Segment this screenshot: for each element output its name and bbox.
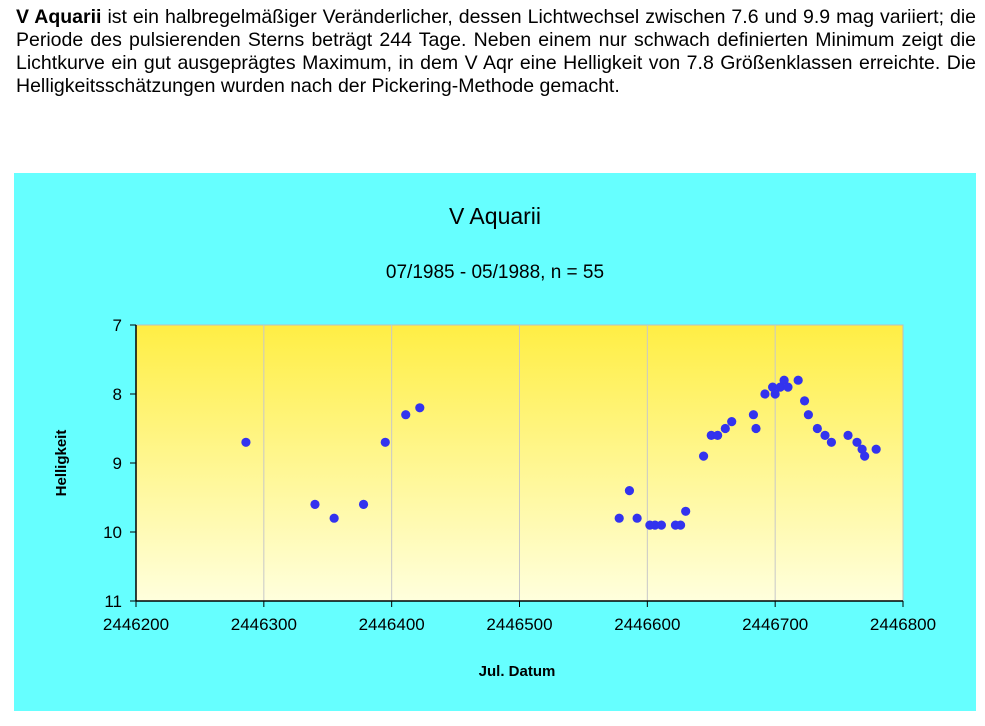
data-point	[650, 520, 660, 530]
light-curve-chart: V Aquarii 07/1985 - 05/1988, n = 55 2446…	[53, 203, 936, 680]
data-point	[820, 430, 830, 440]
chart-panel: V Aquarii 07/1985 - 05/1988, n = 55 2446…	[14, 173, 976, 711]
x-tick-label: 2446300	[231, 615, 297, 634]
x-axis-label: Jul. Datum	[479, 663, 556, 680]
intro-star-name: V Aquarii	[16, 6, 102, 28]
y-tick-label: 9	[113, 454, 122, 473]
tick-labels: 2446200 2446300 2446400 2446500 2446600 24467…	[103, 316, 936, 634]
data-point	[793, 375, 803, 385]
data-point	[799, 396, 810, 406]
data-point	[380, 437, 390, 447]
y-tick-label: 7	[113, 316, 122, 335]
grid-lines	[263, 325, 776, 601]
data-point	[632, 513, 642, 523]
data-point	[751, 423, 761, 434]
data-point	[698, 451, 709, 461]
data-point	[760, 389, 770, 399]
data-point	[713, 430, 723, 440]
data-point	[614, 513, 624, 523]
data-point	[775, 382, 785, 392]
data-point	[656, 520, 666, 530]
data-point	[401, 410, 411, 420]
data-point	[779, 375, 789, 385]
data-point	[624, 486, 635, 496]
data-point	[812, 423, 822, 434]
data-point	[768, 382, 778, 392]
intro-paragraph: V Aquarii ist ein halbregelmäßiger Verän…	[16, 6, 976, 98]
x-tick-label: 2446200	[103, 615, 169, 634]
data-point	[681, 506, 691, 516]
x-tick-label: 2446600	[614, 615, 680, 634]
data-point	[860, 451, 870, 461]
data-point	[843, 430, 853, 440]
data-point	[241, 437, 251, 447]
x-tick-label: 2446500	[486, 615, 552, 634]
data-point	[748, 410, 759, 420]
data-point	[415, 403, 425, 413]
data-point	[675, 520, 686, 530]
chart-title: V Aquarii	[449, 203, 541, 229]
data-point	[727, 417, 737, 427]
intro-text: ist ein halbregelmäßiger Veränderlicher,…	[16, 6, 976, 97]
data-points	[241, 375, 881, 530]
data-point	[857, 444, 867, 454]
chart-subtitle: 07/1985 - 05/1988, n = 55	[386, 262, 604, 283]
data-point	[871, 444, 881, 454]
data-point	[770, 389, 780, 399]
data-point	[358, 499, 369, 509]
y-tick-label: 10	[103, 523, 122, 542]
y-tick-label: 11	[104, 592, 122, 611]
x-tick-label: 2446800	[870, 615, 936, 634]
x-tick-label: 2446400	[359, 615, 425, 634]
data-point	[310, 499, 320, 509]
data-point	[803, 410, 814, 420]
y-tick-label: 8	[113, 385, 122, 404]
data-point	[852, 437, 862, 447]
data-point	[783, 382, 793, 392]
data-point	[706, 430, 716, 440]
data-point	[826, 437, 837, 447]
data-point	[720, 423, 730, 434]
data-point	[329, 513, 339, 523]
y-axis-label: Helligkeit	[53, 430, 70, 497]
x-tick-label: 2446700	[742, 615, 808, 634]
